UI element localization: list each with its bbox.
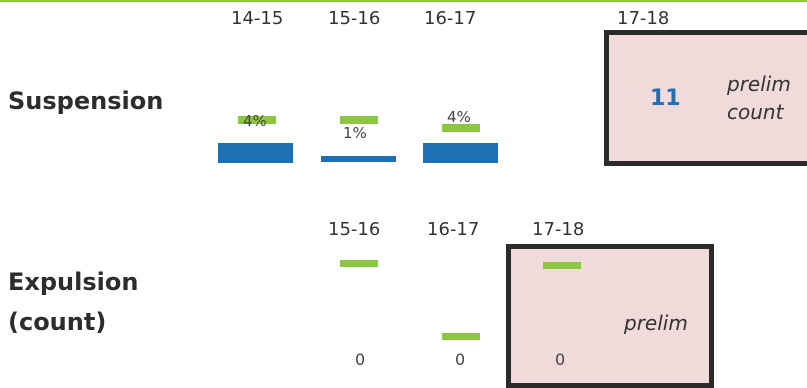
suspension-year-15-16: 15-16 — [328, 8, 381, 29]
suspension-year-17-18: 17-18 — [617, 8, 670, 29]
expulsion-year-17-18: 17-18 — [532, 219, 585, 240]
expulsion-year-16-17: 16-17 — [427, 219, 480, 240]
suspension-bar-16-17 — [423, 143, 498, 163]
expulsion-marker-17-18 — [543, 262, 581, 269]
top-accent-line — [0, 0, 807, 2]
suspension-value-label-14-15: 4% — [243, 112, 267, 130]
suspension-bar-14-15 — [218, 143, 293, 163]
suspension-value-label-15-16: 1% — [343, 124, 367, 142]
suspension-year-16-17: 16-17 — [424, 8, 477, 29]
suspension-prelim-count: 11 — [650, 86, 681, 111]
expulsion-label: Expulsion — [8, 268, 139, 296]
suspension-label: Suspension — [8, 87, 164, 115]
suspension-count-label: count — [727, 100, 784, 124]
expulsion-prelim-value: 0 — [555, 350, 566, 369]
expulsion-marker-16-17 — [442, 333, 480, 340]
expulsion-prelim-label: prelim — [624, 311, 688, 335]
suspension-marker-15-16 — [340, 116, 378, 124]
expulsion-count-label: (count) — [8, 308, 107, 336]
expulsion-year-15-16: 15-16 — [328, 219, 381, 240]
expulsion-value-16-17: 0 — [455, 350, 466, 369]
suspension-marker-14-15 — [238, 116, 276, 124]
suspension-prelim-label: prelim — [727, 72, 791, 96]
expulsion-value-15-16: 0 — [355, 350, 366, 369]
expulsion-marker-15-16 — [340, 260, 378, 267]
suspension-bar-15-16 — [321, 156, 396, 162]
expulsion-prelim-box — [506, 244, 714, 388]
suspension-year-14-15: 14-15 — [231, 8, 284, 29]
suspension-value-label-16-17: 4% — [447, 108, 471, 126]
suspension-prelim-box — [604, 30, 807, 166]
suspension-marker-16-17 — [442, 124, 480, 132]
